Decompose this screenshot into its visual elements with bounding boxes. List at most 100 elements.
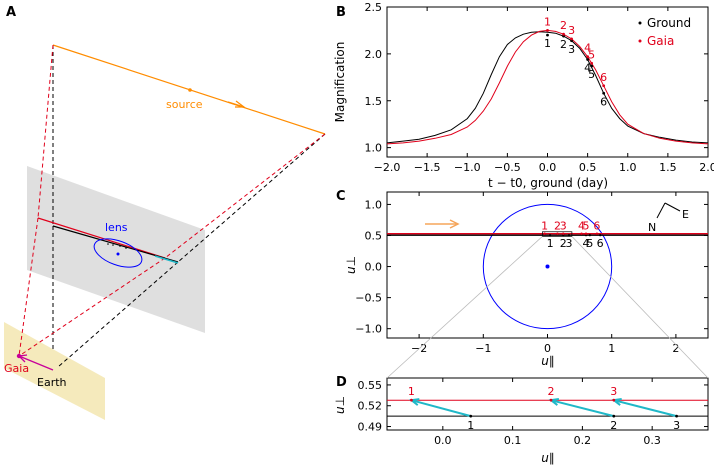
panel-b-legend: Ground Gaia: [638, 16, 691, 48]
panel-d-point-label-gaia-1: 1: [408, 385, 415, 398]
ground-sightline-right-lower: [57, 261, 179, 368]
source-label: source: [166, 98, 203, 111]
panel-d-ytick-label-1: 0.52: [358, 400, 383, 413]
panel-c-point-gaia-1: [543, 232, 546, 235]
panel-d-xtick-label-3: 0.3: [643, 434, 661, 447]
panel-d-series: [387, 397, 708, 418]
panel-b-point-gaia-6: [602, 84, 606, 88]
panel-c-ytick-label-3: 0.5: [365, 229, 383, 242]
panel-b-point-label-ground-3: 3: [568, 43, 575, 56]
panel-b-xtick-label-0: −2.0: [374, 161, 401, 174]
panel-d-point-ground-3: [675, 414, 678, 418]
lens-einstein-ring: [93, 238, 143, 268]
panel-b-point-ground-5: [590, 64, 594, 68]
panel-c-xtick-label-4: 2: [672, 342, 679, 355]
panel-c-ytick-label-4: 1.0: [365, 198, 383, 211]
panel-b-point-label-ground-2: 2: [560, 38, 567, 51]
lens-plane: [27, 166, 205, 333]
panel-b-point-gaia-4: [586, 55, 590, 59]
panel-d-ylabel: u⊥: [333, 396, 347, 414]
panel-d-points: 1 2 3 1 2 3: [408, 385, 680, 432]
panel-c-point-label-gaia-6: 6: [593, 220, 600, 233]
panel-b-line-ground: [386, 31, 709, 144]
panel-c-point-gaia-6: [595, 232, 599, 235]
panel-c-point-label-gaia-4: 4: [578, 220, 585, 233]
panel-d-xtick-label-1: 0.1: [504, 434, 522, 447]
panel-b-point-gaia-5: [590, 61, 594, 65]
panel-a-letter: A: [6, 5, 16, 20]
gaia-point: [16, 353, 22, 359]
panel-b-point-label-gaia-1: 1: [544, 15, 551, 28]
panel-d-point-ground-2: [612, 414, 616, 418]
panel-c-point-label-ground-2: 2: [560, 237, 567, 250]
panel-d-point-gaia-3: [612, 398, 616, 402]
observer-plane: [4, 322, 105, 420]
panel-b-point-label-gaia-4: 4: [584, 42, 591, 55]
panel-d-point-label-ground-1: 1: [467, 419, 474, 432]
einstein-ring: [482, 203, 613, 330]
panel-b-xtick-label-2: −1.0: [454, 161, 481, 174]
panel-c-series: [387, 203, 708, 330]
panel-b-point-label-ground-4: 4: [584, 62, 591, 75]
panel-b-ticks: −2.0 −1.5 −1.0 −0.5 0.0 0.5 1.0 1.5 2.0 1.0 1.5 2.0…: [365, 1, 714, 174]
panel-b-point-label-ground-1: 1: [544, 37, 551, 50]
panel-c-point-ground-6: [598, 233, 602, 237]
panel-b-xlabel: t − t0, ground (day): [488, 176, 608, 190]
panel-d-point-label-ground-3: 3: [673, 419, 680, 432]
panel-b-point-label-gaia-2: 2: [560, 19, 567, 32]
panel-c-point-label-ground-1: 1: [547, 237, 554, 250]
gaia-label: Gaia: [4, 362, 29, 375]
lens-label: lens: [105, 221, 128, 234]
panel-c-ytick-label-1: −0.5: [355, 292, 382, 305]
panel-b-point-ground-6: [602, 91, 606, 95]
panel-b-xtick-label-8: 2.0: [699, 161, 714, 174]
legend-ground-label: Ground: [647, 16, 691, 30]
zoom-connector: [386, 236, 709, 379]
panel-b-ytick-label-0: 1.0: [365, 142, 383, 155]
compass-north-label: N: [648, 221, 656, 234]
legend-gaia-label: Gaia: [647, 34, 674, 48]
panel-c-ytick-label-2: 0.0: [365, 261, 383, 274]
panel-d-point-label-ground-2: 2: [610, 419, 617, 432]
panel-b-xtick-label-4: 0.0: [539, 161, 557, 174]
compass-east-line: [664, 202, 681, 212]
gaia-sightline-left-lower: [18, 217, 39, 357]
panel-c-point-gaia-2: [556, 232, 559, 235]
panel-d-point-label-gaia-2: 2: [547, 385, 554, 398]
panel-c-point-gaia-4: [580, 232, 583, 235]
panel-b-ytick-label-1: 1.5: [365, 95, 383, 108]
panel-b-point-ground-1: [546, 33, 549, 37]
panel-c-point-gaia-5: [584, 232, 588, 235]
zoom-line-right: [571, 236, 709, 379]
source-arrow-head: [235, 100, 246, 108]
panel-c-point-label-ground-5: 5: [586, 237, 593, 250]
gaia-sightline-right: [164, 133, 326, 259]
panel-d-point-gaia-1: [410, 398, 413, 402]
panel-b-point-gaia-3: [570, 37, 573, 41]
panel-b-ytick-label-3: 2.5: [365, 1, 383, 14]
lens-center: [545, 264, 550, 269]
panel-d-point-gaia-2: [549, 398, 553, 402]
panel-b-xtick-label-3: −0.5: [494, 161, 521, 174]
panel-d-letter: D: [336, 375, 347, 390]
panel-c-point-gaia-3: [562, 232, 565, 235]
panel-c-point-label-gaia-1: 1: [541, 220, 548, 233]
panel-b-point-label-gaia-5: 5: [588, 48, 595, 61]
panel-b-point-label-gaia-3: 3: [568, 24, 575, 37]
panel-c-point-label-gaia-5: 5: [583, 220, 590, 233]
gaia-projected-track: [37, 217, 166, 259]
panel-d-xlabel: u∥: [541, 451, 555, 465]
panel-d-xtick-label-2: 0.2: [574, 434, 592, 447]
panel-d-offset-arrow-3: [613, 399, 677, 418]
panel-d-point-label-gaia-3: 3: [610, 385, 617, 398]
panel-c-point-label-gaia-2: 2: [554, 220, 561, 233]
panel-d-xtick-label-0: 0.0: [434, 434, 452, 447]
legend-ground-marker: [638, 21, 642, 25]
panel-b-point-label-ground-5: 5: [588, 68, 595, 81]
panel-d-offset-arrow-2: [550, 399, 615, 418]
panel-d: D u∥ u⊥ 0.0 0.1 0.2 0.3 0.49 0.52 0.55 1 2 3 1 2 3: [333, 375, 709, 465]
panel-b-xtick-label-7: 1.5: [659, 161, 677, 174]
panel-c-point-label-ground-4: 4: [583, 237, 590, 250]
